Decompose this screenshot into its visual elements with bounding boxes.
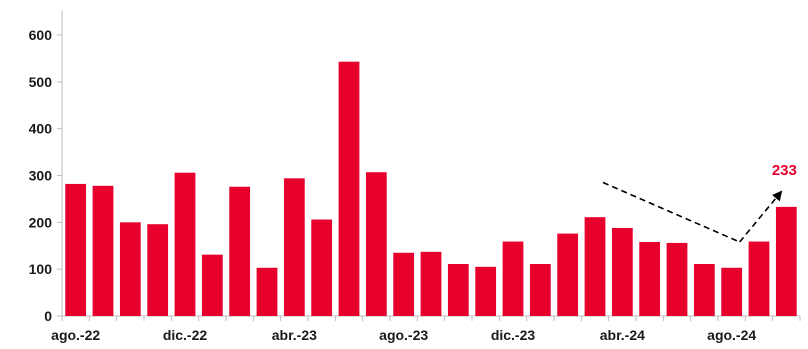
y-tick-label: 0: [44, 308, 52, 324]
bar-ene.-24: [529, 264, 551, 316]
bar-oct.-24: [775, 206, 797, 316]
y-tick-label: 600: [29, 27, 53, 43]
trend-up-arrow: [739, 190, 783, 243]
bar-jul.-23: [365, 172, 387, 316]
trend-down-line: [602, 181, 740, 243]
bar-mar.-24: [584, 217, 606, 316]
x-tick-label: dic.-23: [491, 327, 536, 343]
bar-sep.-23: [420, 251, 442, 316]
bar-ago.-22: [65, 183, 87, 316]
y-tick-label: 200: [29, 214, 53, 230]
x-tick-label: abr.-23: [272, 327, 317, 343]
x-tick-label: abr.-24: [600, 327, 645, 343]
value-annotation: 233: [772, 162, 797, 179]
bar-nov.-22: [147, 224, 169, 316]
bar-sep.-22: [92, 185, 114, 316]
x-tick-label: dic.-22: [163, 327, 208, 343]
bar-jun.-23: [338, 61, 360, 316]
x-axis: ago.-22 dic.-22 abr.-23 ago.-23 dic.-23 abr.-…: [51, 315, 801, 343]
bars: [65, 61, 797, 316]
x-tick-label: ago.-24: [707, 327, 756, 343]
y-tick-label: 300: [29, 168, 53, 184]
bar-ene.-23: [201, 254, 223, 316]
y-tick-label: 400: [29, 121, 53, 137]
bar-oct.-22: [119, 222, 141, 316]
x-tick-label: ago.-23: [379, 327, 428, 343]
bar-ago.-24: [721, 267, 743, 316]
x-tick-label: ago.-22: [51, 327, 100, 343]
bar-feb.-23: [229, 186, 251, 316]
annotation-layer: 233: [602, 162, 797, 243]
bar-dic.-22: [174, 172, 196, 316]
y-tick-label: 100: [29, 261, 53, 277]
y-tick-label: 500: [29, 74, 53, 90]
bar-jun.-24: [666, 242, 688, 316]
bar-jul.-24: [693, 264, 715, 316]
bar-sep.-24: [748, 241, 770, 316]
bar-ago.-23: [393, 252, 415, 316]
bar-may.-24: [639, 242, 661, 316]
y-axis: 0 100 200 300 400 500 600: [29, 10, 63, 324]
bar-abr.-23: [283, 178, 305, 316]
bar-nov.-23: [475, 266, 497, 316]
bar-may.-23: [311, 219, 333, 316]
bar-abr.-24: [611, 227, 633, 316]
bar-mar.-23: [256, 267, 278, 316]
bar-feb.-24: [557, 233, 579, 316]
bar-oct.-23: [447, 264, 469, 316]
bar-dic.-23: [502, 241, 524, 316]
